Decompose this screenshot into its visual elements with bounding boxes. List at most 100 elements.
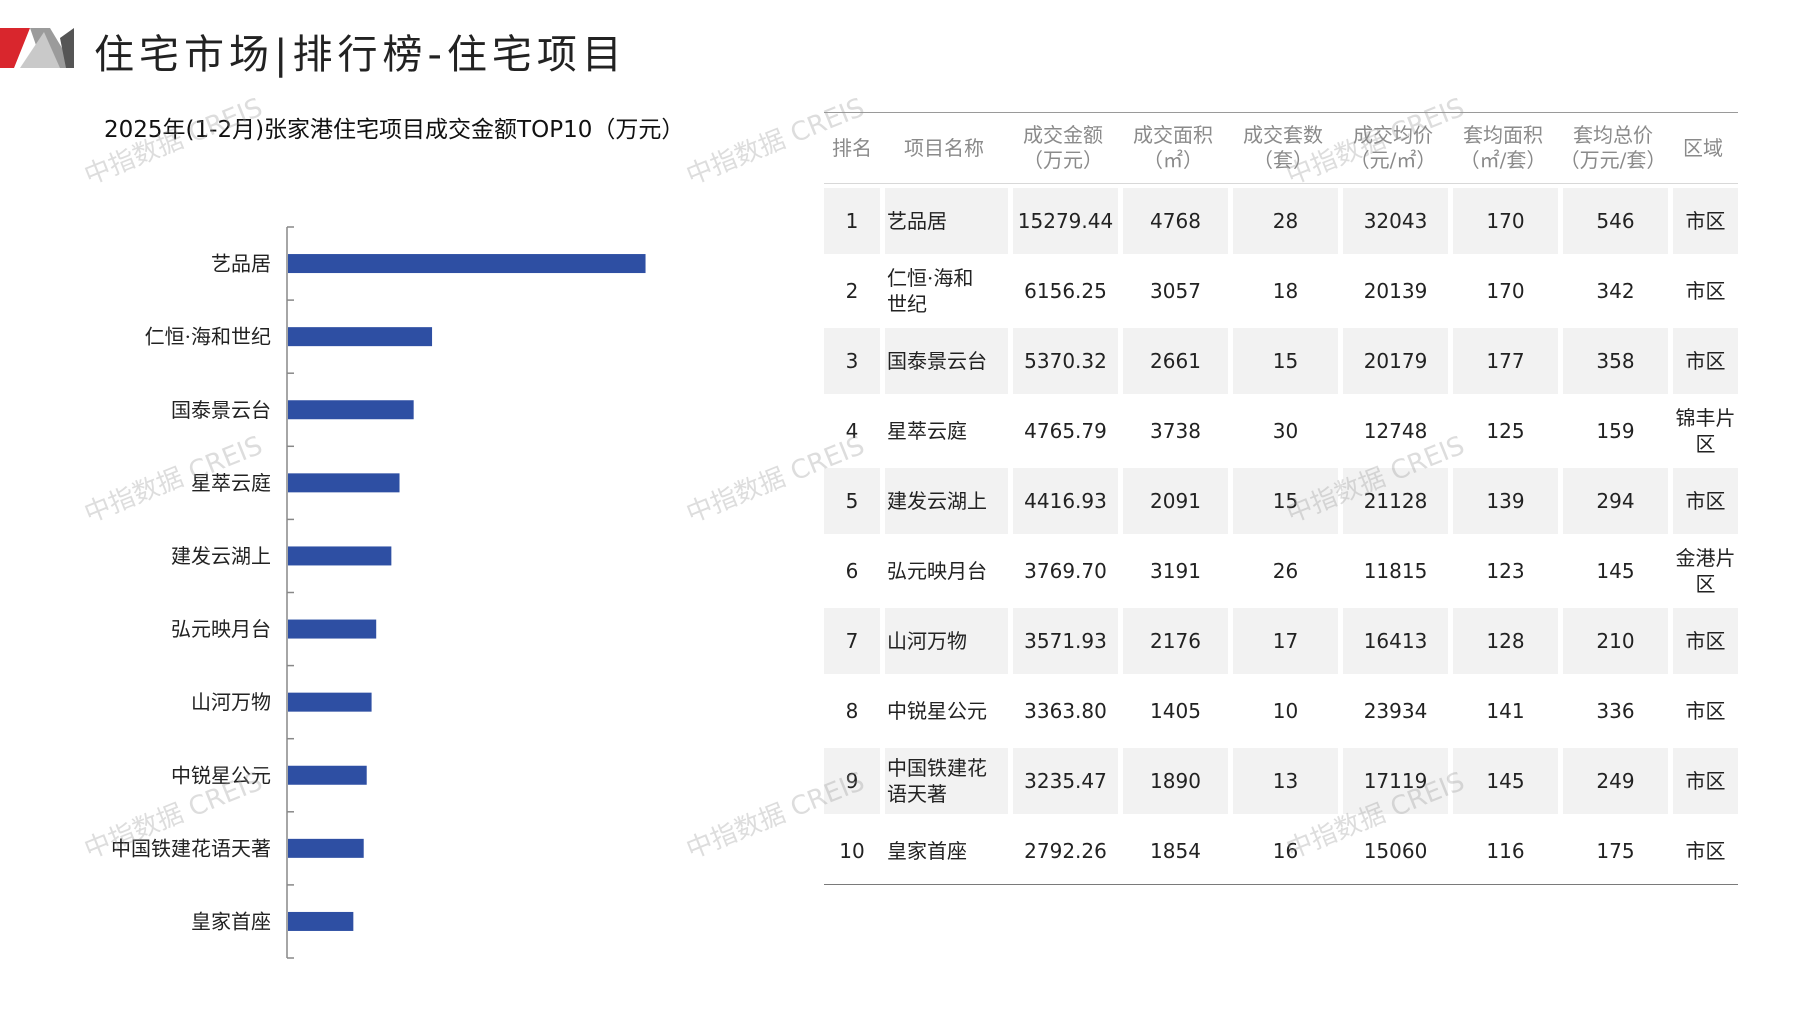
region-cell: 市区 [1668,464,1738,534]
table-cell: 3363.80 [1008,674,1118,744]
table-cell: 210 [1558,604,1668,674]
page-title: 住宅市场|排行榜-住宅项目 [94,32,627,78]
table-cell: 141 [1448,674,1558,744]
project-name-cell: 国泰景云台 [880,324,1008,394]
table-cell: 16413 [1338,604,1448,674]
category-label: 星萃云庭 [191,471,271,495]
table-cell: 10 [824,814,880,884]
table-cell: 30 [1228,394,1338,464]
table-cell: 3769.70 [1008,534,1118,604]
category-label: 艺品居 [211,252,271,276]
project-name-cell: 中国铁建花 语天著 [880,744,1008,814]
table-row: 2 仁恒·海和 世纪 6156.25 3057 18 20139 170 342 市区 [824,254,1738,324]
project-name-cell: 弘元映月台 [880,534,1008,604]
table-cell: 170 [1448,254,1558,324]
region-cell: 锦丰片区 [1668,394,1738,464]
bar [288,838,364,858]
project-name-cell: 艺品居 [880,184,1008,254]
table-cell: 2 [824,254,880,324]
table-row: 10 皇家首座 2792.26 1854 16 15060 116 175 市区 [824,814,1738,884]
table-row: 8 中锐星公元 3363.80 1405 10 23934 141 336 市区 [824,674,1738,744]
category-label: 山河万物 [191,690,271,714]
table-cell: 3 [824,324,880,394]
table-cell: 2091 [1118,464,1228,534]
bar [288,546,392,566]
table-body: 1 艺品居 15279.44 4768 28 32043 170 546 市区 2 仁恒·海和 世纪 6… [824,184,1738,884]
table-cell: 20179 [1338,324,1448,394]
table-cell: 128 [1448,604,1558,674]
table-cell: 10 [1228,674,1338,744]
project-name-cell: 皇家首座 [880,814,1008,884]
table-cell: 2661 [1118,324,1228,394]
table-cell: 5 [824,464,880,534]
table-cell: 12748 [1338,394,1448,464]
table-cell: 5370.32 [1008,324,1118,394]
table-cell: 15 [1228,324,1338,394]
table-cell: 4768 [1118,184,1228,254]
category-label: 中锐星公元 [171,763,271,787]
table-cell: 9 [824,744,880,814]
table-cell: 7 [824,604,880,674]
column-header: 套均总价 （万元/套） [1558,113,1668,184]
table-cell: 1 [824,184,880,254]
column-header: 套均面积 （㎡/套） [1448,113,1558,184]
table-row: 1 艺品居 15279.44 4768 28 32043 170 546 市区 [824,184,1738,254]
table-cell: 3057 [1118,254,1228,324]
table-cell: 116 [1448,814,1558,884]
table-cell: 15060 [1338,814,1448,884]
table-cell: 139 [1448,464,1558,534]
table-cell: 15279.44 [1008,184,1118,254]
table-cell: 3571.93 [1008,604,1118,674]
table-row: 5 建发云湖上 4416.93 2091 15 21128 139 294 市区 [824,464,1738,534]
category-label: 中国铁建花语天著 [111,836,271,860]
bar [288,692,372,712]
table-row: 6 弘元映月台 3769.70 3191 26 11815 123 145 金港片区 [824,534,1738,604]
table-cell: 23934 [1338,674,1448,744]
column-header: 排名 [824,113,880,184]
table-header-row: 排名 项目名称 成交金额 （万元） 成交面积 （㎡） 成交套数 （套） 成交均价 （元/㎡） 套均面… [824,113,1738,184]
table-cell: 21128 [1338,464,1448,534]
table-cell: 11815 [1338,534,1448,604]
project-name-cell: 中锐星公元 [880,674,1008,744]
table-cell: 15 [1228,464,1338,534]
table-cell: 175 [1558,814,1668,884]
table-row: 3 国泰景云台 5370.32 2661 15 20179 177 358 市区 [824,324,1738,394]
table-cell: 28 [1228,184,1338,254]
region-cell: 金港片区 [1668,534,1738,604]
table-cell: 17119 [1338,744,1448,814]
region-cell: 市区 [1668,324,1738,394]
bar [288,473,400,493]
table-cell: 1890 [1118,744,1228,814]
category-label: 皇家首座 [191,909,271,933]
category-label: 建发云湖上 [171,544,271,568]
table-cell: 3738 [1118,394,1228,464]
bar [288,911,354,931]
table-cell: 4765.79 [1008,394,1118,464]
table-cell: 3235.47 [1008,744,1118,814]
bar-chart: 艺品居仁恒·海和世纪国泰景云台星萃云庭建发云湖上弘元映月台山河万物中锐星公元中国… [111,226,646,959]
table-cell: 1405 [1118,674,1228,744]
brand-logo-icon [0,28,74,68]
table-row: 9 中国铁建花 语天著 3235.47 1890 13 17119 145 249 市区 [824,744,1738,814]
table-cell: 8 [824,674,880,744]
region-cell: 市区 [1668,814,1738,884]
project-name-cell: 仁恒·海和 世纪 [880,254,1008,324]
region-cell: 市区 [1668,674,1738,744]
table-cell: 26 [1228,534,1338,604]
table-cell: 123 [1448,534,1558,604]
project-name-cell: 建发云湖上 [880,464,1008,534]
bar [288,619,377,639]
table-cell: 13 [1228,744,1338,814]
table-cell: 16 [1228,814,1338,884]
table-row: 7 山河万物 3571.93 2176 17 16413 128 210 市区 [824,604,1738,674]
table-cell: 170 [1448,184,1558,254]
table-cell: 125 [1448,394,1558,464]
table-cell: 2176 [1118,604,1228,674]
column-header: 区域 [1668,113,1738,184]
table-cell: 20139 [1338,254,1448,324]
table-cell: 1854 [1118,814,1228,884]
column-header: 成交套数 （套） [1228,113,1338,184]
table-cell: 18 [1228,254,1338,324]
table-cell: 294 [1558,464,1668,534]
table-cell: 4 [824,394,880,464]
